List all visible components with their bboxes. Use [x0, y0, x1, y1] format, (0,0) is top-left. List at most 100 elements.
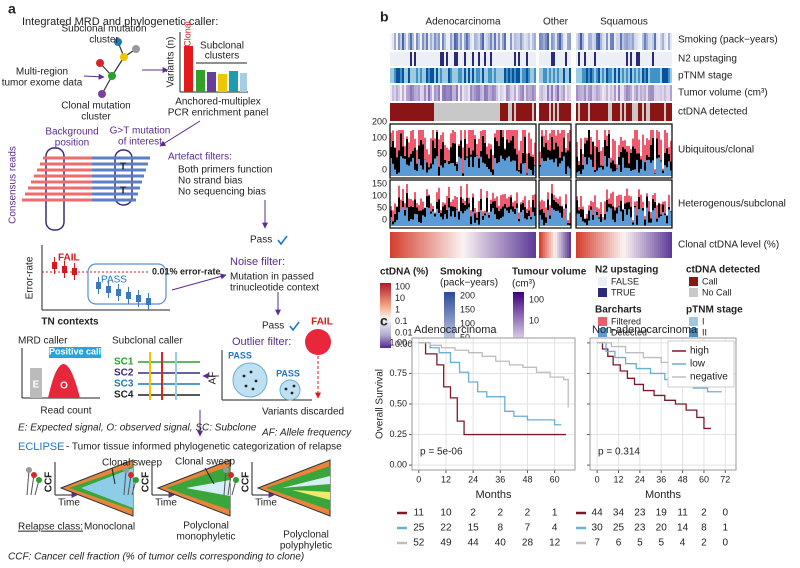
bar-segment: [532, 175, 534, 176]
heatmap-cell: [594, 103, 596, 121]
heatmap-cell: [464, 68, 466, 83]
bar-segment: [555, 158, 557, 176]
heatmap-cell: [549, 68, 551, 83]
bar-segment: [390, 206, 392, 211]
heatmap-cell: [586, 103, 588, 121]
bar-segment: [486, 190, 488, 198]
heatmap-cell: [660, 68, 662, 83]
heatmap-cell: [551, 52, 553, 66]
x-tick-label: 24: [468, 474, 478, 484]
bar-segment: [596, 211, 598, 216]
bar-segment: [502, 206, 504, 217]
heatmap-cell: [514, 52, 516, 66]
heatmap-cell: [557, 85, 559, 101]
heatmap-cell: [549, 33, 551, 50]
heatmap-cell: [612, 232, 614, 258]
bar-segment: [530, 170, 532, 176]
heatmap-cell: [648, 103, 650, 121]
bar-segment: [547, 199, 549, 211]
heatmap-cell: [414, 85, 416, 101]
bar-segment: [644, 162, 646, 171]
mini-node: [26, 467, 32, 473]
heatmap-cell: [446, 85, 448, 101]
heatmap-cell: [561, 52, 563, 66]
heatmap-cell: [656, 52, 658, 66]
bar-segment: [596, 170, 598, 176]
bar-segment: [442, 202, 444, 207]
heatmap-cell: [406, 232, 408, 258]
risk-count: 2: [498, 508, 504, 519]
box: [116, 289, 121, 296]
heatmap-cell: [406, 68, 408, 83]
heatmap-cell: [524, 52, 526, 66]
heatmap-cell: [628, 68, 630, 83]
heatmap-cell: [514, 232, 516, 258]
bar-segment: [549, 218, 551, 226]
heatmap-cell: [528, 232, 530, 258]
risk-count: 10: [440, 508, 452, 519]
bar-segment: [414, 147, 416, 170]
bar-segment: [636, 201, 638, 216]
box: [72, 268, 77, 275]
bar-segment: [488, 212, 490, 215]
heatmap-cell: [392, 68, 394, 83]
bar-segment: [446, 218, 448, 226]
bar-segment: [624, 195, 626, 204]
mini-node: [123, 467, 129, 473]
bar-segment: [528, 153, 530, 169]
heatmap-cell: [438, 33, 440, 50]
bar-segment: [534, 164, 536, 166]
bar-segment: [470, 154, 472, 157]
bar-segment: [563, 137, 565, 157]
bar-segment: [543, 225, 545, 226]
heatmap-cell: [662, 33, 664, 50]
heatmap-cell: [496, 85, 498, 101]
heatmap-cell: [624, 103, 626, 121]
label: Subclonal caller: [112, 336, 183, 347]
tick-label: 100: [372, 190, 387, 200]
y-tick-label: 0.50: [389, 398, 407, 408]
heatmap-cell: [498, 52, 500, 66]
heatmap-cell: [498, 103, 500, 121]
heatmap-cell: [543, 68, 545, 83]
bar-segment: [539, 201, 541, 210]
bar-segment: [588, 130, 590, 158]
bar-segment: [498, 145, 500, 163]
heatmap-cell: [640, 85, 642, 101]
heatmap-cell: [660, 103, 662, 121]
heatmap-cell: [416, 85, 418, 101]
bar-segment: [584, 137, 586, 144]
bar-segment: [390, 158, 392, 176]
bar-segment: [450, 201, 452, 207]
bar-segment: [526, 174, 528, 176]
heatmap-cell: [522, 85, 524, 101]
bar-segment: [642, 159, 644, 176]
heatmap-cell: [670, 52, 672, 66]
heatmap-cell: [428, 52, 430, 66]
bar-segment: [590, 206, 592, 210]
bar-segment: [553, 149, 555, 163]
bar-segment: [504, 208, 506, 226]
legend-tick: 200: [460, 290, 475, 300]
bar-segment: [543, 147, 545, 162]
bar-segment: [526, 219, 528, 226]
bar-segment: [670, 170, 672, 176]
bar-segment: [520, 202, 522, 205]
heatmap-cell: [594, 68, 596, 83]
heatmap-cell: [654, 68, 656, 83]
bar-segment: [448, 149, 450, 161]
bar-segment: [567, 224, 569, 226]
track-box: [538, 179, 572, 229]
bar-segment: [416, 170, 418, 176]
bar-segment: [578, 213, 580, 226]
bar-segment: [565, 174, 567, 176]
heatmap-cell: [636, 85, 638, 101]
bar-segment: [534, 142, 536, 165]
heatmap-cell: [596, 68, 598, 83]
bar-segment: [458, 156, 460, 176]
heatmap-cell: [402, 52, 404, 66]
legend-title: (pack−years): [440, 278, 498, 289]
bar-segment: [618, 156, 620, 165]
bar-segment: [496, 141, 498, 164]
heatmap-cell: [602, 85, 604, 101]
